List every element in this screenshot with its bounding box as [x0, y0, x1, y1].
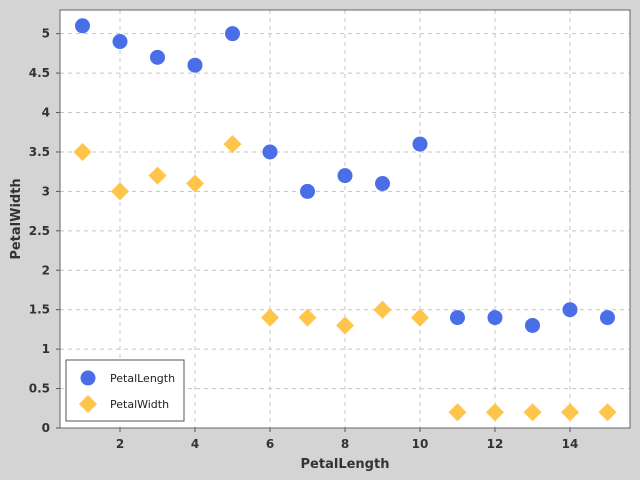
data-point-circle	[112, 34, 128, 50]
x-tick-label: 4	[191, 437, 199, 451]
data-point-circle	[487, 310, 503, 326]
x-tick-label: 2	[116, 437, 124, 451]
y-tick-label: 4.5	[29, 66, 50, 80]
y-tick-label: 1	[42, 342, 50, 356]
data-point-diamond	[486, 403, 504, 422]
y-tick-label: 0	[42, 421, 50, 435]
y-tick-label: 0.5	[29, 382, 50, 396]
data-point-circle	[450, 310, 465, 326]
legend-label: PetalLength	[110, 372, 175, 385]
y-tick-label: 2.5	[29, 224, 50, 238]
x-tick-label: 14	[562, 437, 579, 451]
data-point-diamond	[411, 308, 429, 327]
y-tick-label: 1.5	[29, 303, 50, 317]
data-point-diamond	[223, 135, 242, 154]
axes: 2 4 6 8 10 12 14 0 0.5 1 1.5 2 2.5 3 3.5 4 4.5 5	[29, 9, 631, 451]
y-tick-label: 3.5	[29, 145, 50, 159]
y-tick-label: 3	[42, 184, 50, 198]
series-petalwidth	[73, 135, 617, 422]
data-point-circle	[337, 168, 353, 184]
data-point-diamond	[148, 166, 167, 185]
legend-label: PetalWidth	[110, 398, 169, 411]
data-point-circle	[187, 57, 203, 73]
series-petallength	[75, 18, 615, 333]
data-point-diamond	[261, 308, 279, 327]
x-tick-label: 8	[341, 437, 349, 451]
data-point-circle	[300, 183, 315, 199]
data-point-circle	[225, 26, 240, 42]
data-point-circle	[525, 317, 540, 333]
data-point-diamond	[448, 403, 467, 422]
data-point-circle	[412, 136, 428, 152]
legend-diamond-icon	[79, 395, 97, 413]
data-point-circle	[150, 49, 165, 65]
x-tick-label: 12	[487, 437, 504, 451]
data-point-diamond	[598, 403, 617, 422]
data-point-circle	[562, 302, 578, 318]
y-tick-label: 5	[42, 27, 50, 41]
data-point-circle	[600, 310, 615, 326]
data-points	[73, 18, 617, 422]
x-axis-title: PetalLength	[301, 457, 390, 472]
legend: PetalLength PetalWidth	[65, 359, 185, 422]
x-tick-label: 10	[412, 437, 429, 451]
data-point-diamond	[111, 182, 129, 201]
data-point-diamond	[523, 403, 542, 422]
data-point-diamond	[373, 300, 392, 319]
data-point-circle	[262, 144, 278, 160]
plot-border	[59, 9, 631, 429]
x-tick-label: 6	[266, 437, 274, 451]
y-tick-label: 4	[42, 106, 50, 120]
legend-circle-icon	[80, 370, 96, 386]
y-axis-title: PetalWidth	[9, 178, 24, 259]
data-point-circle	[75, 18, 90, 34]
y-tick-label: 2	[42, 263, 50, 277]
data-point-diamond	[336, 316, 354, 335]
data-point-circle	[375, 176, 390, 192]
data-point-diamond	[186, 174, 204, 193]
data-point-diamond	[298, 308, 317, 327]
legend-box	[65, 359, 185, 422]
data-point-diamond	[561, 403, 579, 422]
data-point-diamond	[73, 142, 92, 161]
